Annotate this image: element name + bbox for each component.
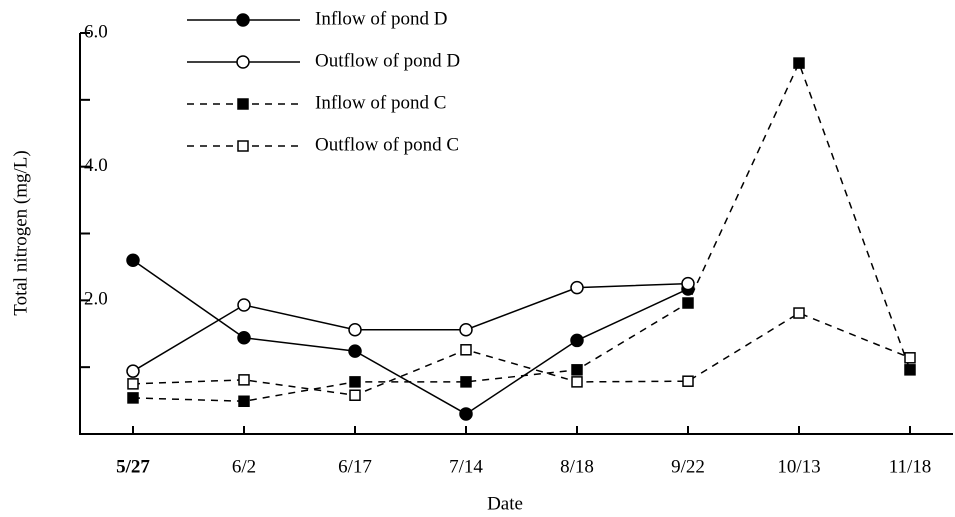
legend-marker xyxy=(236,13,250,27)
x-tick-label: 6/17 xyxy=(338,456,372,477)
data-point xyxy=(348,322,362,337)
legend-label: Inflow of pond D xyxy=(315,8,447,29)
series-line xyxy=(132,61,911,403)
series-line xyxy=(132,312,911,397)
y-tick-label: 2.0 xyxy=(84,289,108,310)
data-point xyxy=(349,389,361,401)
data-point xyxy=(126,364,140,378)
data-point xyxy=(904,364,916,376)
data-point xyxy=(459,322,473,337)
legend-marker xyxy=(237,98,249,110)
x-tick-label: 8/18 xyxy=(560,456,594,477)
data-point xyxy=(570,280,584,295)
data-point xyxy=(570,333,584,348)
data-point xyxy=(682,297,694,309)
series-line xyxy=(132,282,689,372)
y-axis-label: Total nitrogen (mg/L) xyxy=(10,150,31,315)
data-point xyxy=(571,376,583,388)
data-point xyxy=(459,407,473,421)
legend-label: Outflow of pond C xyxy=(315,134,459,155)
x-tick-label: 6/2 xyxy=(232,456,256,477)
legend-label: Inflow of pond C xyxy=(315,92,446,113)
data-point xyxy=(460,376,472,388)
data-point xyxy=(793,57,805,69)
data-point xyxy=(127,392,139,404)
y-tick-label: 6.0 xyxy=(84,21,108,42)
data-point xyxy=(349,376,361,388)
legend-marker xyxy=(236,55,250,69)
x-axis-label: Date xyxy=(487,493,523,514)
x-tick-label: 10/13 xyxy=(777,456,820,477)
data-point xyxy=(238,374,250,386)
data-point xyxy=(571,364,583,376)
y-tick-label: 4.0 xyxy=(84,155,108,176)
data-point xyxy=(904,352,916,364)
legend-label: Outflow of pond D xyxy=(315,50,460,71)
data-point xyxy=(238,395,250,408)
data-point xyxy=(682,375,694,387)
x-tick-label: 5/27 xyxy=(116,456,150,477)
x-tick-label: 9/22 xyxy=(671,456,705,477)
data-point xyxy=(126,253,140,267)
data-point xyxy=(237,331,251,345)
data-point xyxy=(348,344,362,358)
data-point xyxy=(681,276,695,291)
data-point xyxy=(237,298,251,312)
x-tick-label: 11/18 xyxy=(889,456,932,477)
data-point xyxy=(793,307,805,319)
data-point xyxy=(460,344,472,356)
legend-marker xyxy=(237,140,249,152)
x-tick-label: 7/14 xyxy=(449,456,483,477)
data-point xyxy=(127,378,139,390)
series-line xyxy=(132,259,689,415)
